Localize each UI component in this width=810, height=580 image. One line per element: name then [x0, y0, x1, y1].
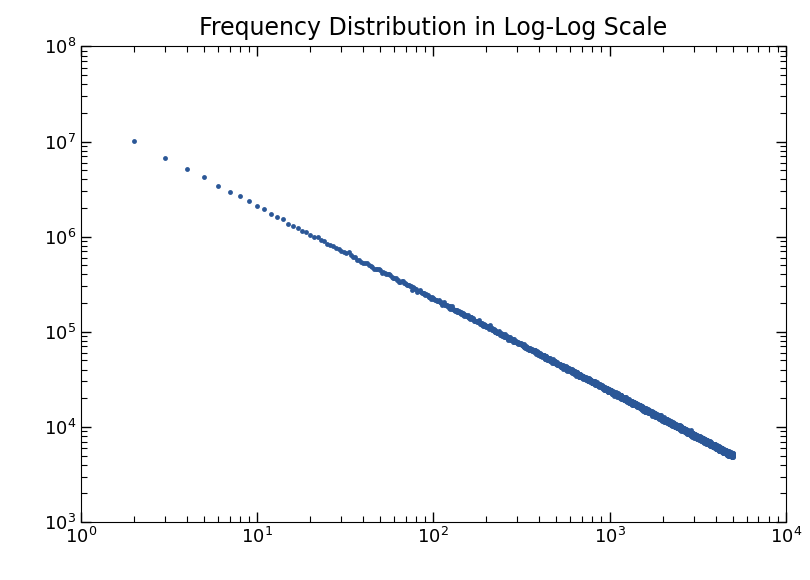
Title: Frequency Distribution in Log-Log Scale: Frequency Distribution in Log-Log Scale: [199, 16, 667, 40]
